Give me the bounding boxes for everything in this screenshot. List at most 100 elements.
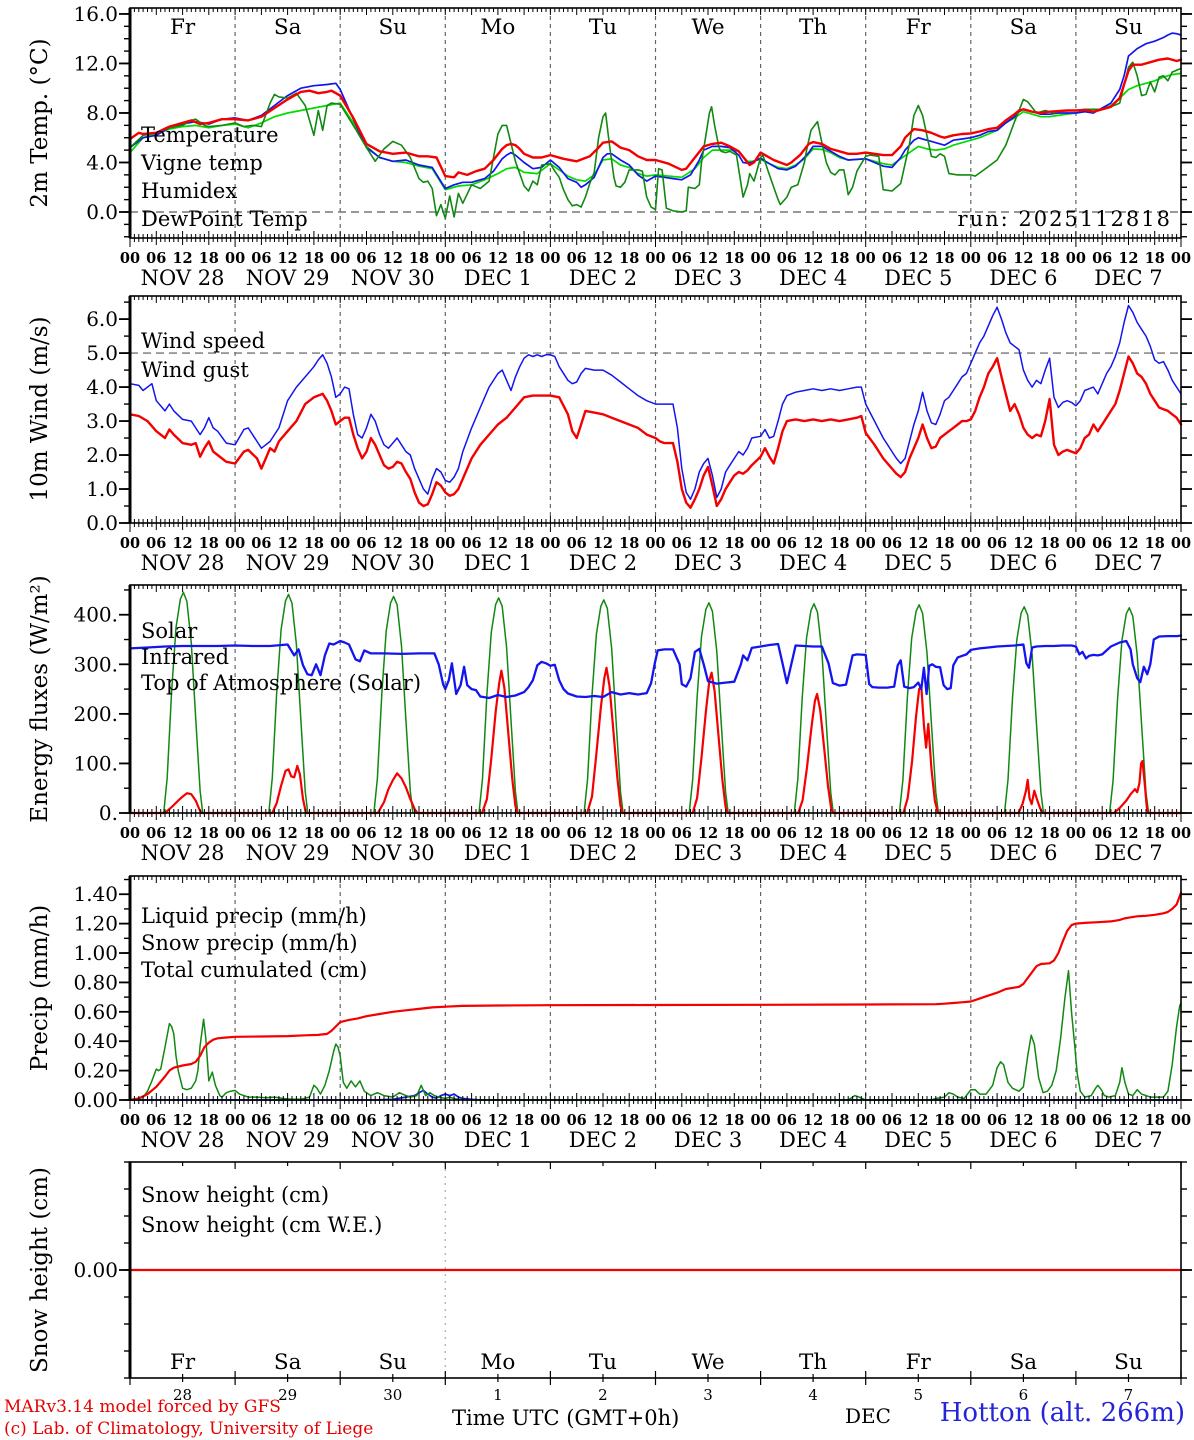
- hour-label: 12: [278, 1112, 298, 1129]
- hour-label: 00: [330, 1112, 350, 1129]
- day-name: Fr: [170, 15, 196, 40]
- hour-label: 00: [120, 1112, 140, 1129]
- date-label: DEC 4: [779, 1128, 847, 1152]
- hour-label: 18: [1145, 250, 1165, 267]
- hour-label: 06: [1092, 250, 1112, 267]
- hour-label: 12: [172, 535, 192, 552]
- hour-label: 18: [934, 1112, 954, 1129]
- y-tick-label: 0.60: [73, 1000, 118, 1024]
- hour-label: 18: [619, 825, 639, 842]
- hour-label: 06: [1092, 1112, 1112, 1129]
- date-label: DEC 2: [569, 1128, 637, 1152]
- date-label: DEC 7: [1094, 1128, 1162, 1152]
- hour-label: 12: [1118, 825, 1138, 842]
- hour-label: 12: [1118, 535, 1138, 552]
- hour-label: 18: [199, 250, 219, 267]
- day-name: Su: [1114, 15, 1143, 40]
- hour-label: 06: [356, 535, 376, 552]
- hour-label: 00: [751, 250, 771, 267]
- hour-label: 00: [645, 535, 665, 552]
- legend-precip-blue: Snow precip (mm/h): [141, 931, 358, 955]
- hour-label: 00: [856, 1112, 876, 1129]
- day-name: We: [692, 15, 725, 40]
- x-ticks-bottom: [129, 1093, 1182, 1109]
- day-name: Sa: [1010, 15, 1038, 40]
- hour-label: 06: [356, 1112, 376, 1129]
- hour-label: 06: [777, 825, 797, 842]
- y-tick-label: 12.0: [73, 51, 118, 75]
- series-infrared: [128, 634, 1183, 700]
- hour-label: 12: [383, 535, 403, 552]
- hour-label: 18: [1145, 825, 1165, 842]
- hour-label: 18: [1040, 535, 1060, 552]
- hour-label: 06: [672, 535, 692, 552]
- y-tick-label: 0.00: [73, 1088, 118, 1112]
- hour-label: 18: [514, 825, 534, 842]
- y-tick-label: 0.0: [86, 511, 118, 535]
- hour-label: 12: [1013, 250, 1033, 267]
- hour-label: 12: [1013, 1112, 1033, 1129]
- series-wind_speed: [128, 355, 1183, 509]
- hour-label: 12: [698, 825, 718, 842]
- date-label: DEC 7: [1094, 841, 1162, 865]
- hour-label: 12: [803, 250, 823, 267]
- y-tick-label: 1.00: [73, 941, 118, 965]
- day-number: 7: [1124, 1386, 1134, 1404]
- hour-label: 00: [225, 250, 245, 267]
- hour-label: 06: [987, 1112, 1007, 1129]
- hour-label: 00: [540, 250, 560, 267]
- x-ticks-top: [129, 585, 1182, 592]
- model-run-label: run: 2025112818: [957, 207, 1172, 231]
- hour-label: 12: [1013, 535, 1033, 552]
- day-number: 3: [703, 1386, 713, 1404]
- y-tick-label: 400.: [73, 603, 118, 627]
- series-temperature: [128, 57, 1183, 179]
- hour-label: 00: [120, 250, 140, 267]
- hour-label: 18: [304, 535, 324, 552]
- date-label: DEC 2: [569, 551, 637, 575]
- hour-label: 00: [1066, 250, 1086, 267]
- hour-label: 06: [567, 825, 587, 842]
- panel-temperature: 0.0 4.0 8.0 12.0 16.0 00 06 12 18 00 06 12 18 00 06 12 1…: [73, 2, 1192, 290]
- day-name: Tu: [589, 15, 617, 40]
- date-label: DEC 5: [884, 551, 952, 575]
- day-name: Fr: [906, 15, 932, 40]
- hour-label: 00: [856, 825, 876, 842]
- hour-label: 12: [803, 1112, 823, 1129]
- day-number: 4: [808, 1386, 818, 1404]
- day-name: We: [692, 1350, 725, 1375]
- hour-label: 06: [461, 535, 481, 552]
- date-label: DEC 6: [989, 266, 1057, 290]
- hour-label: 12: [488, 535, 508, 552]
- hour-label: 00: [1066, 1112, 1086, 1129]
- hour-label: 18: [619, 250, 639, 267]
- hour-label: 12: [908, 535, 928, 552]
- hour-label: 18: [829, 825, 849, 842]
- station-label: Hotton (alt. 266m): [939, 1398, 1185, 1428]
- date-label: DEC 5: [884, 266, 952, 290]
- hour-label: 18: [409, 825, 429, 842]
- legend-wind-red: Wind speed: [141, 329, 265, 353]
- hour-label: 06: [356, 250, 376, 267]
- hour-label: 06: [987, 250, 1007, 267]
- hour-label: 18: [619, 1112, 639, 1129]
- day-name: Mo: [480, 1350, 515, 1375]
- hour-label: 18: [1040, 250, 1060, 267]
- day-number: 30: [383, 1386, 402, 1404]
- panel-wind: 0.0 1.0 2.0 3.0 4.0 5.0 6.0 00 06 12 18 00 06 12 18 00 0…: [86, 295, 1192, 575]
- hour-label: 00: [540, 535, 560, 552]
- x-ticks-days: [129, 1162, 1182, 1385]
- legend-precip-dark_green: Liquid precip (mm/h): [141, 904, 367, 928]
- panel-energy: 0. 100. 200. 300. 400. 00 06 12 18 00 06 12 18 00 06 12…: [73, 584, 1192, 865]
- y-tick-label: 200.: [73, 702, 118, 726]
- hour-label: 06: [672, 1112, 692, 1129]
- y-tick-label: 0.80: [73, 970, 118, 994]
- hour-label: 00: [540, 1112, 560, 1129]
- date-label: NOV 30: [351, 551, 435, 575]
- day-number: 6: [1019, 1386, 1029, 1404]
- hour-label: 06: [146, 1112, 166, 1129]
- hour-label: 18: [409, 1112, 429, 1129]
- hour-label: 12: [593, 825, 613, 842]
